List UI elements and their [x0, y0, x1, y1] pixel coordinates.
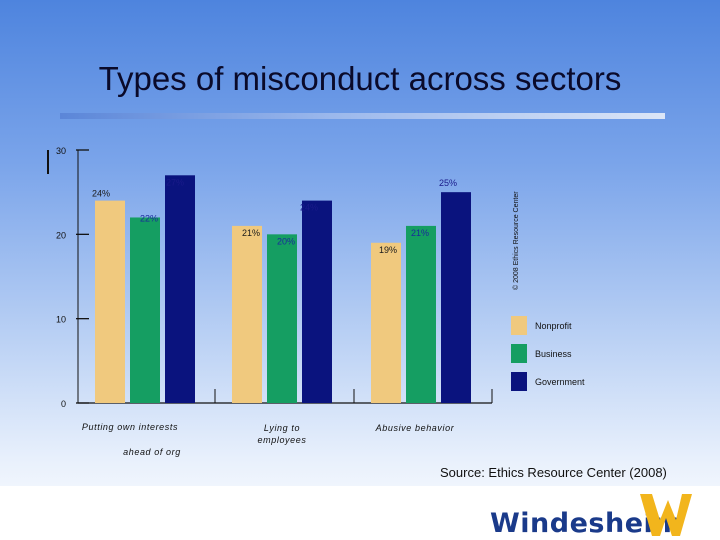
slide-title: Types of misconduct across sectors — [98, 60, 622, 97]
legend-label: Business — [535, 349, 572, 359]
data-label: 24% — [92, 189, 110, 199]
legend-label: Nonprofit — [535, 321, 572, 331]
data-label: 21% — [411, 228, 429, 238]
legend-swatch — [511, 344, 527, 363]
data-label: 24% — [300, 203, 318, 213]
bar-nonprofit — [232, 225, 262, 403]
y-tick-label: 10 — [56, 315, 66, 325]
left-marker — [47, 150, 49, 174]
y-tick-label: 20 — [56, 230, 66, 240]
category-label: Lying to — [264, 423, 300, 433]
legend-swatch — [511, 316, 527, 335]
windesheim-logo-mark-icon — [640, 494, 692, 536]
footer-band — [0, 486, 720, 540]
category-label: Putting own interests — [82, 422, 178, 432]
legend-label: Government — [535, 377, 585, 387]
bar-government — [441, 192, 471, 403]
copyright-note: © 2008 Ethics Resource Center — [513, 191, 520, 290]
y-tick-label: 0 — [61, 399, 66, 409]
bar-nonprofit — [371, 242, 401, 403]
title-underline — [60, 113, 665, 119]
legend-swatch — [511, 372, 527, 391]
bar-government — [302, 200, 332, 403]
bar-business — [406, 225, 436, 403]
bar-business — [267, 234, 297, 403]
source-note: Source: Ethics Resource Center (2008) — [440, 465, 667, 480]
data-label: 25% — [439, 178, 457, 188]
category-label: employees — [258, 435, 307, 445]
data-label: 22% — [140, 213, 158, 223]
bar-business — [130, 217, 160, 403]
bar-government — [165, 175, 195, 403]
data-label: 20% — [277, 236, 295, 246]
data-label: 27% — [166, 177, 184, 187]
data-label: 19% — [379, 245, 397, 255]
category-label: Abusive behavior — [375, 423, 455, 433]
data-label: 21% — [242, 228, 260, 238]
bar-nonprofit — [95, 200, 125, 403]
category-label: ahead of org — [123, 447, 181, 457]
y-tick-label: 30 — [56, 146, 66, 156]
